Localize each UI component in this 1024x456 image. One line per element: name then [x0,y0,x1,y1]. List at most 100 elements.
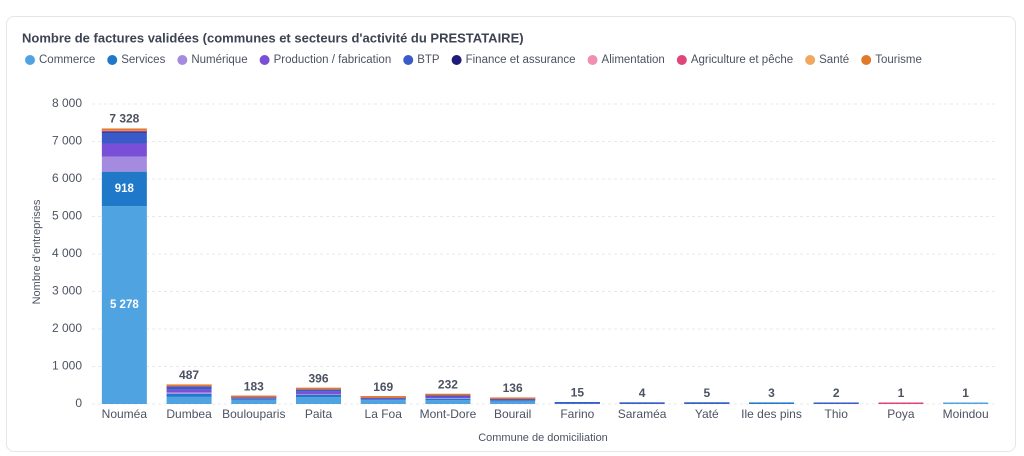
total-label: 4 [639,386,646,400]
bar-segment [231,398,277,400]
bar-segment [101,171,147,207]
bar-segment [101,128,147,130]
y-axis-label: Nombre d'entreprises [31,199,43,304]
total-label: 183 [244,379,264,393]
y-tick-label: 7 000 [52,134,82,148]
y-tick-label: 6 000 [52,171,82,185]
bar-segment [360,396,406,398]
legend-marker [676,55,687,65]
total-label: 5 [703,386,710,400]
bar-segment [101,156,147,172]
x-tick-label: Poya [887,407,915,421]
x-tick-label: Mont-Dore [420,407,477,421]
total-label: 169 [373,380,393,394]
legend-marker [451,55,462,65]
legend-label: Alimentation [602,54,665,66]
y-tick-label: 4 000 [52,246,82,260]
y-tick-label: 1 000 [52,359,82,373]
total-label: 487 [179,368,199,382]
bar-segment [101,206,147,404]
legend-marker [107,55,118,65]
total-label: 2 [833,386,840,400]
legend-label: Numérique [191,54,247,66]
bar-segment [360,400,406,404]
legend-label: Production / fabrication [274,54,392,66]
bar-segment [425,398,471,401]
x-tick-label: Boulouparis [222,407,285,421]
y-tick-label: 3 000 [52,284,82,298]
x-tick-label: Bourail [494,407,531,421]
x-tick-label: Saraméa [618,407,667,421]
bar-segment [296,387,341,390]
bar-segment [101,143,147,157]
chart-title: Nombre de factures validées (communes et… [22,30,524,45]
legend-marker [861,55,872,65]
y-tick-label: 8 000 [52,96,82,110]
bar-segment [878,402,924,404]
y-tick-label: 0 [75,396,82,410]
total-label: 396 [308,371,328,385]
legend-label: Tourisme [875,54,922,66]
legend-marker [805,55,816,65]
legend-label: Services [121,54,165,66]
total-label: 232 [438,377,458,391]
bar-segment [425,400,471,404]
bar-segment [296,391,341,394]
bar-segment [554,402,600,404]
total-label: 1 [962,386,969,400]
bar-segment [101,131,147,133]
card [6,16,1016,452]
total-label: 3 [768,386,775,400]
segment-label: 5 278 [110,299,139,311]
y-tick-label: 2 000 [52,321,82,335]
total-label: 1 [898,386,905,400]
bar-segment [296,395,341,398]
bar-segment [425,395,471,397]
x-tick-label: La Foa [365,407,403,421]
bar-segment [490,401,536,404]
x-tick-label: Farino [560,407,594,421]
x-tick-label: Moindou [943,407,989,421]
bar-segment [166,392,212,394]
bar-segment [101,132,147,144]
x-tick-label: Dumbea [166,407,212,421]
x-tick-label: Nouméa [102,407,148,421]
bar-segment [619,402,665,404]
legend-label: Santé [819,54,849,66]
legend-label: Commerce [39,54,95,66]
y-tick-label: 5 000 [52,209,82,223]
bar-segment [296,389,341,392]
legend-label: Agriculture et pêche [691,54,793,66]
segment-label: 918 [115,183,135,195]
bar-segment [490,399,536,402]
x-tick-label: Paita [305,407,333,421]
legend-marker [587,55,598,65]
legend-marker [403,55,414,65]
total-label: 7 328 [109,111,139,125]
bar-segment [749,402,794,404]
legend-marker [259,55,270,65]
bar-segment [684,402,730,404]
bar-segment [360,398,406,401]
bar-segment [296,397,341,404]
bar-segment [166,396,212,404]
bar-segment [166,386,212,390]
bar-segment [166,389,212,393]
x-axis-label: Commune de domiciliation [478,432,608,444]
legend-marker [25,55,35,65]
bar-segment [490,397,536,399]
bar-segment [425,396,471,398]
bar-segment [166,393,212,397]
bar-segment [166,384,212,386]
bar-segment [231,399,277,404]
bar-segment [231,395,277,398]
bar-segment [943,402,989,404]
bar-segment [813,402,859,404]
legend-label: BTP [417,54,440,66]
legend-marker [177,55,188,65]
total-label: 15 [571,386,585,400]
x-tick-label: Thio [825,407,849,421]
bar-segment [296,393,341,395]
bar-segment [425,393,471,396]
